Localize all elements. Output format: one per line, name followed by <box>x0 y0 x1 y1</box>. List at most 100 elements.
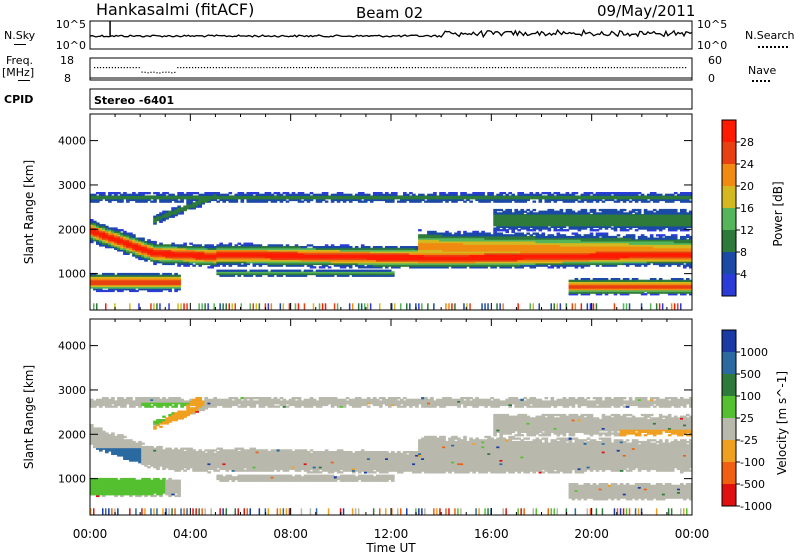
range-time-cell <box>394 257 398 261</box>
range-time-cell <box>174 251 178 254</box>
range-time-cell <box>472 246 476 249</box>
range-time-cell <box>102 281 106 284</box>
range-time-cell <box>550 210 555 213</box>
range-time-cell <box>592 214 597 217</box>
range-time-cell <box>180 254 184 257</box>
range-time-cell <box>180 197 184 200</box>
range-time-cell <box>255 246 260 249</box>
range-time-cell <box>177 208 181 212</box>
range-time-cell <box>550 251 555 254</box>
range-time-cell <box>351 269 356 272</box>
range-time-cell <box>595 249 600 252</box>
range-time-cell <box>132 234 136 237</box>
range-time-cell <box>147 247 151 250</box>
range-time-cell <box>240 261 245 264</box>
range-time-cell <box>478 234 482 237</box>
range-time-cell <box>345 195 350 198</box>
range-time-cell <box>481 195 485 198</box>
range-time-cell <box>604 210 609 213</box>
range-time-cell <box>294 269 299 272</box>
range-time-cell <box>463 261 467 264</box>
range-time-cell <box>598 252 603 255</box>
range-time-cell <box>514 234 519 237</box>
range-time-cell <box>607 198 612 202</box>
frequency-dot <box>293 67 295 69</box>
range-time-cell <box>282 192 287 195</box>
frequency-dot <box>313 67 315 69</box>
range-time-cell <box>117 200 121 203</box>
range-time-cell <box>607 246 612 249</box>
range-time-cell <box>312 197 317 200</box>
range-time-cell <box>583 242 588 245</box>
range-time-cell <box>391 271 395 274</box>
range-time-cell <box>562 262 567 266</box>
range-time-cell <box>261 200 266 203</box>
range-time-cell <box>601 262 606 266</box>
range-time-cell <box>168 278 172 281</box>
range-time-cell <box>309 269 314 272</box>
range-time-cell <box>114 192 118 195</box>
range-time-cell <box>207 195 212 198</box>
range-time-cell <box>385 256 389 259</box>
range-time-cell <box>114 281 118 284</box>
range-time-cell <box>592 286 597 289</box>
range-time-cell <box>297 262 302 266</box>
range-time-cell <box>366 254 371 257</box>
range-time-cell <box>129 249 133 252</box>
range-time-cell <box>616 247 621 250</box>
range-time-cell <box>261 269 266 272</box>
range-time-cell <box>150 289 154 293</box>
range-time-cell <box>535 247 540 250</box>
range-time-cell <box>315 269 320 272</box>
range-time-cell <box>132 281 136 284</box>
range-time-cell <box>565 256 570 259</box>
range-time-cell <box>123 234 127 237</box>
range-time-cell <box>523 215 528 218</box>
range-time-cell <box>424 259 428 262</box>
range-time-cell <box>457 249 461 252</box>
range-time-cell <box>231 274 236 277</box>
range-time-cell <box>231 262 236 266</box>
range-time-cell <box>604 278 609 281</box>
range-time-cell <box>532 254 537 257</box>
range-time-cell <box>165 257 169 261</box>
range-time-cell <box>595 244 600 247</box>
range-time-cell <box>562 240 567 244</box>
range-time-cell <box>529 217 534 220</box>
range-time-cell <box>571 244 576 247</box>
range-time-cell <box>592 279 597 282</box>
range-time-cell <box>132 240 136 244</box>
frequency-dot <box>221 67 223 69</box>
range-time-cell <box>372 261 377 264</box>
range-time-cell <box>466 254 470 257</box>
range-time-cell <box>532 220 537 223</box>
range-time-cell <box>487 232 491 235</box>
range-time-cell <box>336 256 341 259</box>
range-time-cell <box>541 262 546 266</box>
frequency-dot <box>239 67 241 69</box>
range-time-cell <box>589 200 594 203</box>
frequency-dot <box>275 67 277 69</box>
range-time-cell <box>282 246 287 249</box>
range-time-cell <box>433 237 437 240</box>
range-time-cell <box>138 281 142 284</box>
range-time-cell <box>418 254 422 257</box>
range-time-cell <box>192 195 196 198</box>
range-time-cell <box>186 205 190 208</box>
range-time-cell <box>541 256 546 259</box>
range-time-cell <box>436 197 440 200</box>
range-time-cell <box>601 278 606 281</box>
range-time-cell <box>481 262 485 266</box>
range-time-cell <box>457 256 461 259</box>
range-time-cell <box>595 212 600 215</box>
range-time-cell <box>535 235 540 239</box>
range-time-cell <box>430 240 434 244</box>
range-time-cell <box>616 237 621 240</box>
range-time-cell <box>589 198 594 202</box>
range-time-cell <box>372 274 377 277</box>
range-time-cell <box>538 249 543 252</box>
range-time-cell <box>544 252 549 255</box>
range-time-cell <box>616 288 621 291</box>
range-time-cell <box>610 257 615 261</box>
range-time-cell <box>397 252 401 255</box>
